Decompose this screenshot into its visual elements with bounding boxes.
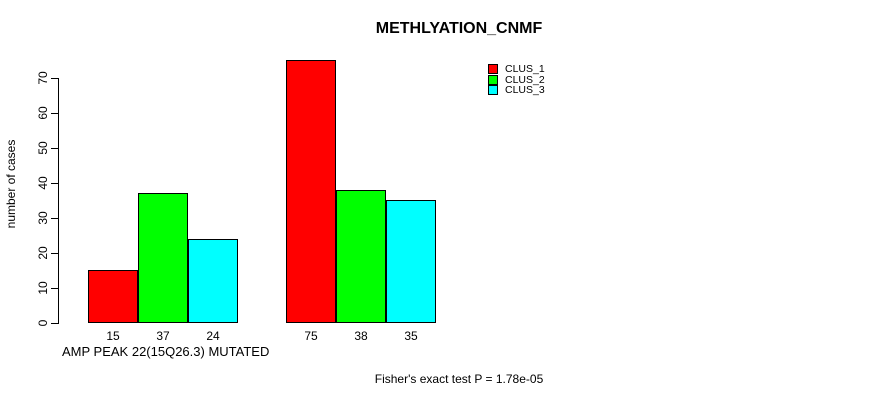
y-axis-tick-label: 50 (36, 141, 50, 155)
legend-swatch-clus_2 (488, 74, 498, 85)
y-axis-tick-label: 70 (36, 71, 50, 85)
y-axis-tick (51, 113, 58, 114)
y-axis-tick (51, 183, 58, 184)
y-axis-tick (51, 323, 58, 324)
y-axis-tick (51, 148, 58, 149)
bar (286, 60, 336, 323)
y-axis-tick-label: 0 (36, 319, 50, 327)
y-axis-tick-label: 20 (36, 246, 50, 260)
y-axis-tick (51, 218, 58, 219)
y-axis-tick (51, 253, 58, 254)
y-axis-tick-label: 10 (36, 281, 50, 295)
bar-value-label: 15 (106, 329, 120, 343)
x-axis-label: AMP PEAK 22(15Q26.3) MUTATED (62, 344, 270, 359)
y-axis-tick-label: 30 (36, 211, 50, 225)
bar-value-label: 35 (404, 329, 418, 343)
y-axis-line (58, 78, 59, 324)
legend-label-clus_2: CLUS_2 (505, 73, 545, 86)
bar-value-label: 24 (206, 329, 220, 343)
bar (88, 270, 138, 323)
legend-swatch-clus_3 (488, 85, 498, 95)
footnote: Fisher's exact test P = 1.78e-05 (374, 372, 544, 386)
bar-value-label: 37 (156, 329, 170, 343)
y-axis-tick-label: 60 (36, 106, 50, 120)
bar (188, 239, 238, 323)
chart-title: METHLYATION_CNMF (375, 20, 543, 37)
legend-label-clus_3: CLUS_3 (505, 84, 545, 96)
bar (336, 190, 386, 323)
bar-value-label: 75 (304, 329, 318, 343)
bar (386, 200, 436, 323)
legend-swatch-clus_1 (488, 64, 498, 74)
y-axis-tick (51, 78, 58, 79)
legend-label-clus_1: CLUS_1 (505, 63, 545, 75)
y-axis-tick-label: 40 (36, 176, 50, 190)
y-axis-label: number of cases (4, 139, 18, 229)
bar-value-label: 38 (354, 329, 368, 343)
y-axis-tick (51, 288, 58, 289)
bar (138, 193, 188, 323)
